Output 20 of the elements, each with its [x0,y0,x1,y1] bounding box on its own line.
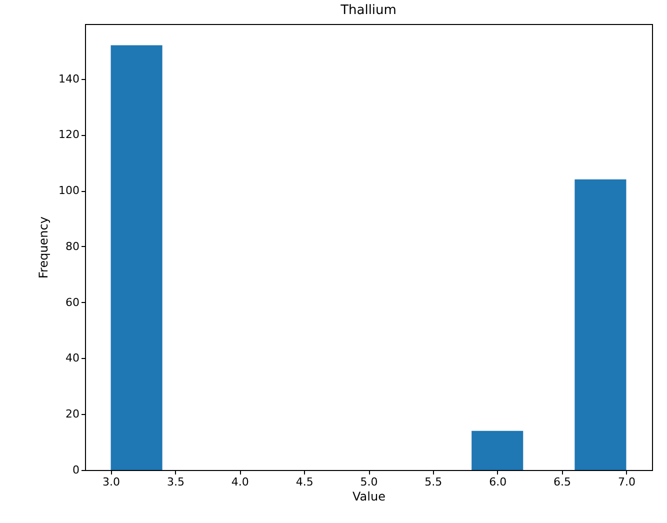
x-axis-title: Value [352,490,386,504]
y-tick-label: 40 [66,352,80,365]
x-tick-label: 7.0 [618,476,636,488]
x-tick-label: 6.0 [489,476,507,488]
x-tick-label: 3.5 [166,476,184,488]
x-tick-label: 5.5 [424,476,442,488]
y-tick-label: 60 [66,296,80,309]
x-tick-label: 4.0 [231,476,249,488]
x-tick-label: 4.5 [296,476,314,488]
chart-title: Thallium [340,3,396,18]
x-tick-label: 5.0 [360,476,378,488]
x-tick-label: 6.5 [554,476,572,488]
y-tick-label: 20 [66,408,80,421]
y-tick-label: 140 [58,72,80,86]
y-tick-label: 100 [58,184,80,198]
x-tick-label: 3.0 [102,476,120,488]
y-tick-label: 80 [66,240,80,253]
y-tick-label: 0 [72,464,80,476]
y-axis-title: Frequency [36,216,51,278]
y-tick-label: 120 [58,128,80,142]
